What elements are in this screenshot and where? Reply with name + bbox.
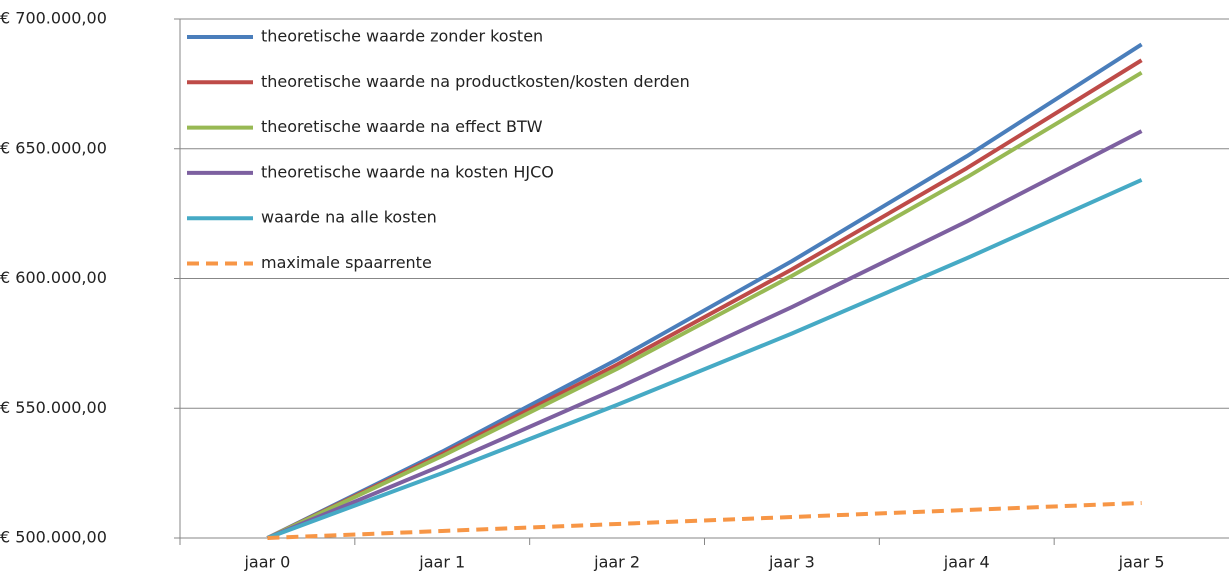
- x-tick-label: jaar 1: [418, 553, 465, 572]
- y-tick-label: € 550.000,00: [0, 398, 107, 417]
- legend-label: theoretische waarde na productkosten/kos…: [261, 72, 690, 91]
- x-tick-label: jaar 4: [943, 553, 990, 572]
- x-tick-label: jaar 0: [243, 553, 290, 572]
- y-tick-label: € 650.000,00: [0, 138, 107, 157]
- legend-label: waarde na alle kosten: [261, 208, 437, 227]
- y-tick-label: € 600.000,00: [0, 268, 107, 287]
- y-tick-label: € 700.000,00: [0, 9, 107, 28]
- y-tick-label: € 500.000,00: [0, 528, 107, 547]
- series-line: [266, 71, 1143, 540]
- x-tick-label: jaar 5: [1118, 553, 1165, 572]
- x-tick-label: jaar 2: [593, 553, 640, 572]
- series-line: [267, 500, 1142, 540]
- series-line: [266, 178, 1143, 540]
- legend-label: theoretische waarde na effect BTW: [261, 117, 543, 136]
- legend-label: theoretische waarde zonder kosten: [261, 27, 543, 46]
- series-line: [266, 129, 1143, 540]
- legend-label: theoretische waarde na kosten HJCO: [261, 162, 554, 181]
- x-tick-label: jaar 3: [768, 553, 815, 572]
- legend-label: maximale spaarrente: [261, 253, 432, 272]
